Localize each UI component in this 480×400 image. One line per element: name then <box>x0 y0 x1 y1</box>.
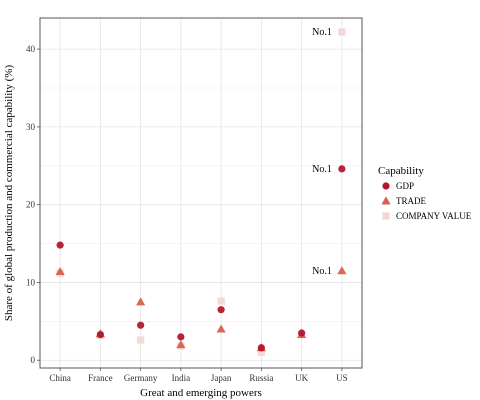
legend-trade-key <box>381 196 391 205</box>
trade-point <box>176 340 186 349</box>
company-value-point <box>137 336 145 344</box>
x-tick-label: Germany <box>124 373 158 383</box>
legend-gdp-label: GDP <box>396 181 414 191</box>
company-value-point <box>257 348 265 357</box>
legend-gdp-key <box>382 182 390 190</box>
data-points <box>55 28 347 357</box>
y-tick-label: 10 <box>26 277 36 287</box>
legend: Capability GDP TRADE COMPANY VALUE <box>378 165 472 221</box>
legend-title: Capability <box>378 165 424 177</box>
gdp-point <box>298 329 306 337</box>
x-tick-label: Russia <box>249 373 273 383</box>
gdp-point <box>56 241 64 249</box>
x-tick-label: UK <box>295 373 308 383</box>
trade-point <box>337 266 347 275</box>
annotation-label: No.1 <box>312 164 332 175</box>
legend-trade-label: TRADE <box>396 196 426 206</box>
x-tick-label: US <box>336 373 348 383</box>
y-tick-label: 20 <box>26 200 36 210</box>
trade-point <box>216 324 226 333</box>
gdp-point <box>257 344 265 352</box>
trade-point <box>55 266 65 276</box>
gdp-point <box>338 165 346 173</box>
y-tick-label: 40 <box>26 44 36 54</box>
x-tick-label: France <box>88 373 113 383</box>
x-axis-ticks: China France Germany India Japan Russia UK US <box>49 368 348 383</box>
annotation-label: No.1 <box>312 27 332 38</box>
x-axis-title: Great and emerging powers <box>140 387 262 399</box>
legend-company-value-key <box>382 212 390 220</box>
annotation-label: No.1 <box>312 266 332 277</box>
x-tick-label: China <box>49 373 71 383</box>
y-axis-ticks: 0 10 20 30 40 <box>26 44 40 365</box>
annotations: No.1 No.1 No.1 <box>312 27 332 277</box>
y-tick-label: 30 <box>26 122 36 132</box>
x-tick-label: India <box>172 373 191 383</box>
trade-point <box>136 297 146 306</box>
grid <box>40 18 362 368</box>
y-axis-title: Share of global production and commercia… <box>3 65 15 322</box>
x-tick-label: Japan <box>211 373 232 383</box>
plot-panel-border <box>39 17 363 369</box>
gdp-point <box>137 321 145 329</box>
legend-items: GDP TRADE COMPANY VALUE <box>381 181 472 221</box>
gdp-point <box>96 330 104 339</box>
gdp-point <box>217 306 225 314</box>
company-value-point <box>338 28 346 36</box>
company-value-point <box>217 297 225 305</box>
y-tick-label: 0 <box>31 355 36 365</box>
legend-company-value-label: COMPANY VALUE <box>396 211 472 221</box>
gdp-point <box>177 333 185 341</box>
